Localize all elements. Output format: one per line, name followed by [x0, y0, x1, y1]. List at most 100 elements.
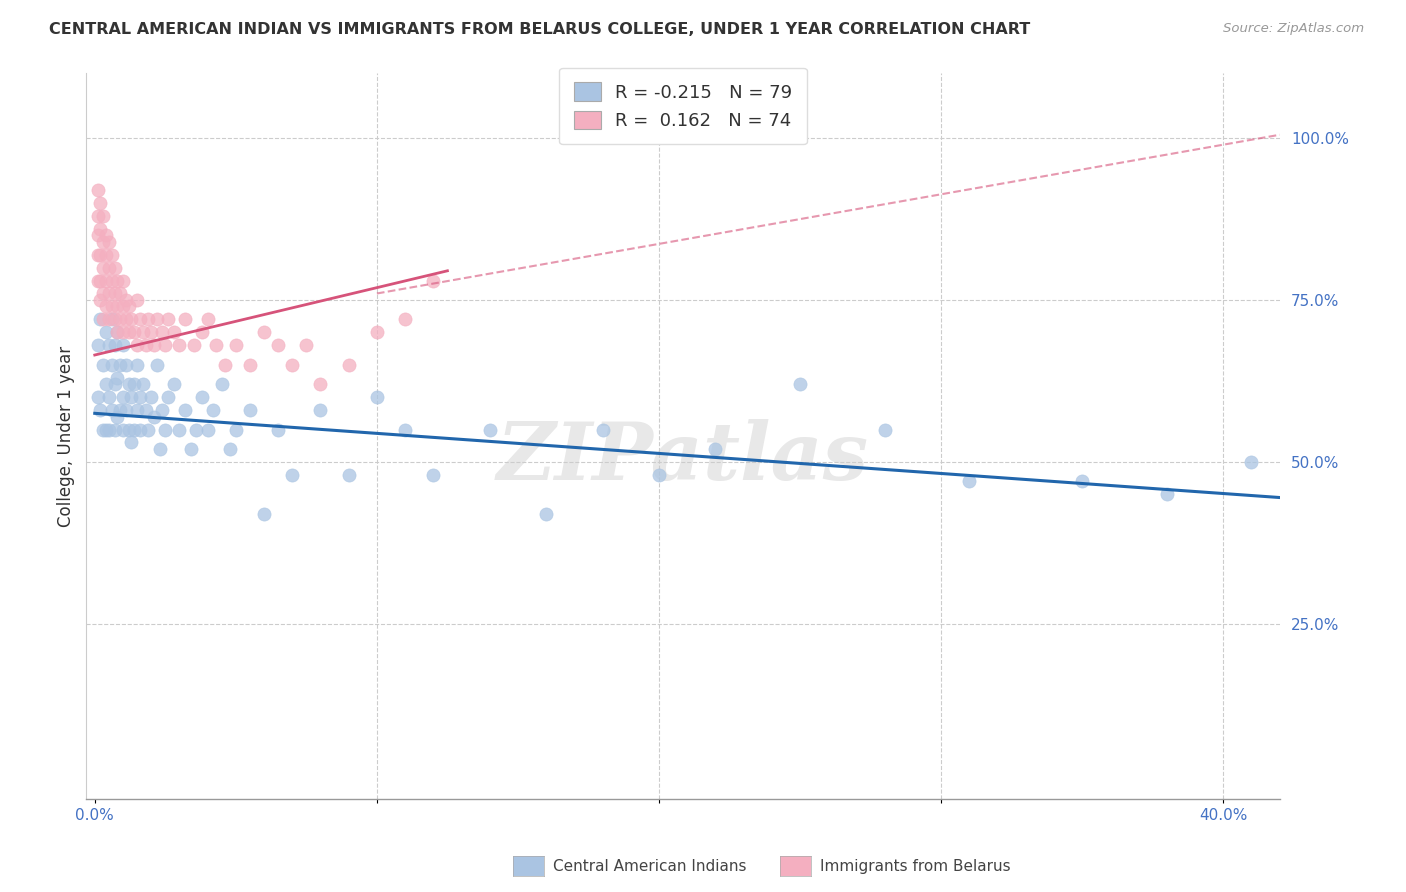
- Point: [114, 312, 136, 326]
- Text: CENTRAL AMERICAN INDIAN VS IMMIGRANTS FROM BELARUS COLLEGE, UNDER 1 YEAR CORRELA: CENTRAL AMERICAN INDIAN VS IMMIGRANTS FR…: [49, 22, 1031, 37]
- Point: [100, 273, 122, 287]
- Point: [239, 358, 262, 372]
- Point: [89, 312, 111, 326]
- Point: [422, 467, 444, 482]
- Point: [114, 293, 136, 307]
- Point: [704, 442, 727, 456]
- Point: [202, 403, 225, 417]
- Point: [89, 247, 111, 261]
- Point: [97, 260, 120, 275]
- Point: [225, 338, 247, 352]
- Point: [128, 312, 150, 326]
- Point: [97, 390, 120, 404]
- Point: [103, 423, 125, 437]
- Point: [128, 423, 150, 437]
- Point: [103, 312, 125, 326]
- Point: [281, 358, 304, 372]
- Point: [111, 390, 134, 404]
- Point: [214, 358, 236, 372]
- Point: [281, 467, 304, 482]
- Point: [125, 338, 148, 352]
- Point: [205, 338, 228, 352]
- Point: [122, 326, 145, 340]
- Point: [239, 403, 262, 417]
- Text: Source: ZipAtlas.com: Source: ZipAtlas.com: [1223, 22, 1364, 36]
- Point: [91, 312, 114, 326]
- Point: [149, 442, 172, 456]
- Point: [103, 286, 125, 301]
- Point: [146, 358, 169, 372]
- Point: [1240, 455, 1263, 469]
- Point: [117, 423, 139, 437]
- Point: [91, 423, 114, 437]
- Point: [143, 409, 166, 424]
- Point: [94, 377, 117, 392]
- Point: [253, 326, 276, 340]
- Point: [86, 338, 108, 352]
- Point: [94, 228, 117, 243]
- Point: [143, 338, 166, 352]
- Point: [152, 403, 174, 417]
- Point: [122, 423, 145, 437]
- Point: [91, 260, 114, 275]
- Point: [108, 286, 131, 301]
- Point: [211, 377, 233, 392]
- Point: [97, 423, 120, 437]
- Point: [89, 221, 111, 235]
- Point: [267, 338, 290, 352]
- Point: [138, 423, 160, 437]
- Point: [97, 312, 120, 326]
- Point: [120, 390, 142, 404]
- Point: [114, 403, 136, 417]
- Point: [89, 293, 111, 307]
- Point: [125, 403, 148, 417]
- Point: [309, 377, 332, 392]
- Point: [89, 273, 111, 287]
- Point: [141, 390, 163, 404]
- Point: [86, 209, 108, 223]
- Point: [86, 183, 108, 197]
- Point: [183, 338, 205, 352]
- Point: [86, 247, 108, 261]
- Point: [135, 403, 157, 417]
- Point: [111, 273, 134, 287]
- Point: [163, 326, 186, 340]
- Point: [219, 442, 242, 456]
- Point: [86, 390, 108, 404]
- Point: [91, 286, 114, 301]
- Point: [125, 358, 148, 372]
- Point: [103, 338, 125, 352]
- Point: [100, 247, 122, 261]
- Point: [117, 326, 139, 340]
- Point: [105, 370, 128, 384]
- Point: [94, 326, 117, 340]
- Text: Immigrants from Belarus: Immigrants from Belarus: [820, 859, 1011, 873]
- Point: [91, 235, 114, 249]
- Point: [534, 507, 557, 521]
- Point: [157, 390, 180, 404]
- Point: [337, 467, 360, 482]
- Point: [366, 326, 388, 340]
- Point: [94, 423, 117, 437]
- Point: [155, 423, 177, 437]
- Point: [108, 403, 131, 417]
- Point: [125, 293, 148, 307]
- Point: [111, 423, 134, 437]
- Point: [100, 300, 122, 314]
- Point: [89, 195, 111, 210]
- Point: [94, 273, 117, 287]
- Point: [197, 423, 219, 437]
- Point: [789, 377, 811, 392]
- Point: [197, 312, 219, 326]
- Point: [186, 423, 208, 437]
- Point: [174, 403, 197, 417]
- Point: [105, 409, 128, 424]
- Point: [91, 209, 114, 223]
- Point: [105, 326, 128, 340]
- Point: [366, 390, 388, 404]
- Point: [94, 300, 117, 314]
- Point: [122, 377, 145, 392]
- Point: [105, 300, 128, 314]
- Point: [180, 442, 202, 456]
- Point: [120, 312, 142, 326]
